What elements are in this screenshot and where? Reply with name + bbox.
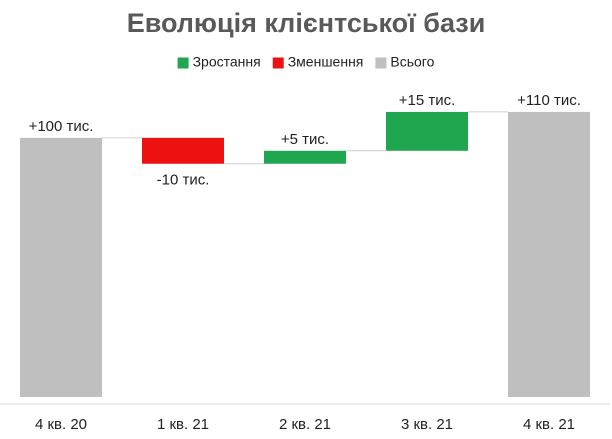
value-label: +5 тис.	[281, 131, 329, 148]
bar	[264, 150, 346, 164]
bar	[386, 111, 468, 151]
value-label: +15 тис.	[399, 92, 456, 109]
chart-title: Еволюція клієнтської бази	[127, 8, 486, 38]
legend-label: Всього	[390, 54, 434, 70]
x-tick-label: 1 кв. 21	[157, 416, 209, 433]
legend-label: Зменшення	[288, 54, 364, 70]
legend-label: Зростання	[193, 54, 261, 70]
bar	[142, 137, 224, 164]
x-tick-label: 3 кв. 21	[401, 416, 453, 433]
x-tick-label: 2 кв. 21	[279, 416, 331, 433]
legend-swatch	[177, 57, 189, 69]
legend-swatch	[375, 57, 387, 69]
value-label: -10 тис.	[157, 172, 210, 189]
x-tick-label: 4 кв. 21	[523, 416, 575, 433]
bar	[20, 137, 102, 398]
legend-swatch	[272, 57, 284, 69]
value-label: +110 тис.	[517, 92, 581, 109]
x-tick-label: 4 кв. 20	[35, 416, 87, 433]
bar	[508, 111, 590, 398]
value-label: +100 тис.	[29, 118, 94, 135]
